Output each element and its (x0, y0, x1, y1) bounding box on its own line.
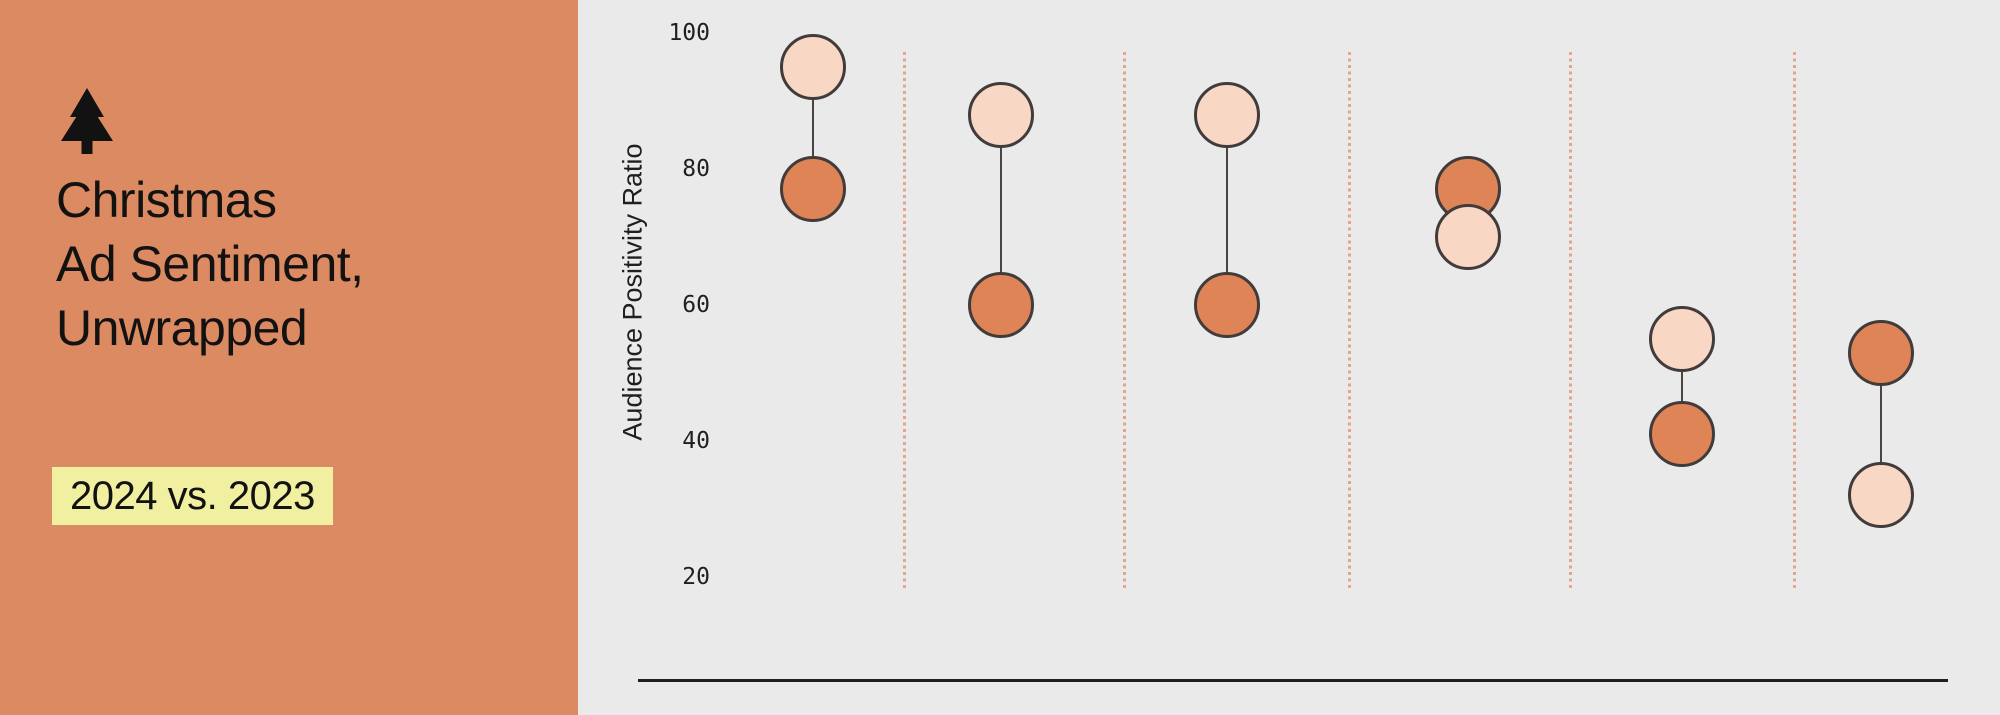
group-separator (1348, 52, 1351, 590)
dumbbell-connector (1880, 352, 1882, 496)
group-separator (1123, 52, 1126, 590)
comparison-badge: 2024 vs. 2023 (52, 467, 333, 525)
y-tick-40: 40 (682, 428, 710, 454)
y-tick-60: 60 (682, 292, 710, 318)
title-line-1: Christmas (56, 172, 277, 228)
dumbbell-point-2024 (1848, 319, 1914, 386)
side-panel: Christmas Ad Sentiment, Unwrapped 2024 v… (0, 0, 578, 715)
dumbbell-connector (1681, 339, 1683, 435)
dumbbell-point-2023 (1194, 81, 1260, 148)
group-separator (1793, 52, 1796, 590)
dumbbell-connector (1000, 114, 1002, 305)
x-axis-line (638, 679, 1948, 682)
dumbbell-point-2023 (1649, 306, 1715, 372)
dumbbell-chart (578, 0, 2000, 715)
dumbbell-point-2024 (968, 272, 1034, 338)
dumbbell-point-2024 (1649, 401, 1715, 468)
dumbbell-point-2023 (1435, 204, 1501, 270)
dumbbell-point-2023 (1848, 462, 1914, 529)
dumbbell-connector (812, 67, 814, 190)
dumbbell-point-2023 (780, 34, 846, 100)
dumbbell-point-2023 (968, 81, 1034, 148)
y-axis-label: Audience Positivity Ratio (617, 143, 648, 441)
y-tick-80: 80 (682, 156, 710, 182)
y-tick-20: 20 (682, 564, 710, 590)
page-title: Christmas Ad Sentiment, Unwrapped (56, 168, 536, 360)
y-tick-100: 100 (668, 20, 710, 46)
group-separator (1569, 52, 1572, 590)
dumbbell-point-2024 (780, 156, 846, 223)
title-line-2: Ad Sentiment, (56, 236, 364, 292)
title-line-3: Unwrapped (56, 300, 308, 356)
dumbbell-connector (1226, 114, 1228, 305)
group-separator (903, 52, 906, 590)
dumbbell-point-2024 (1194, 272, 1260, 338)
christmas-tree-icon (61, 88, 113, 154)
